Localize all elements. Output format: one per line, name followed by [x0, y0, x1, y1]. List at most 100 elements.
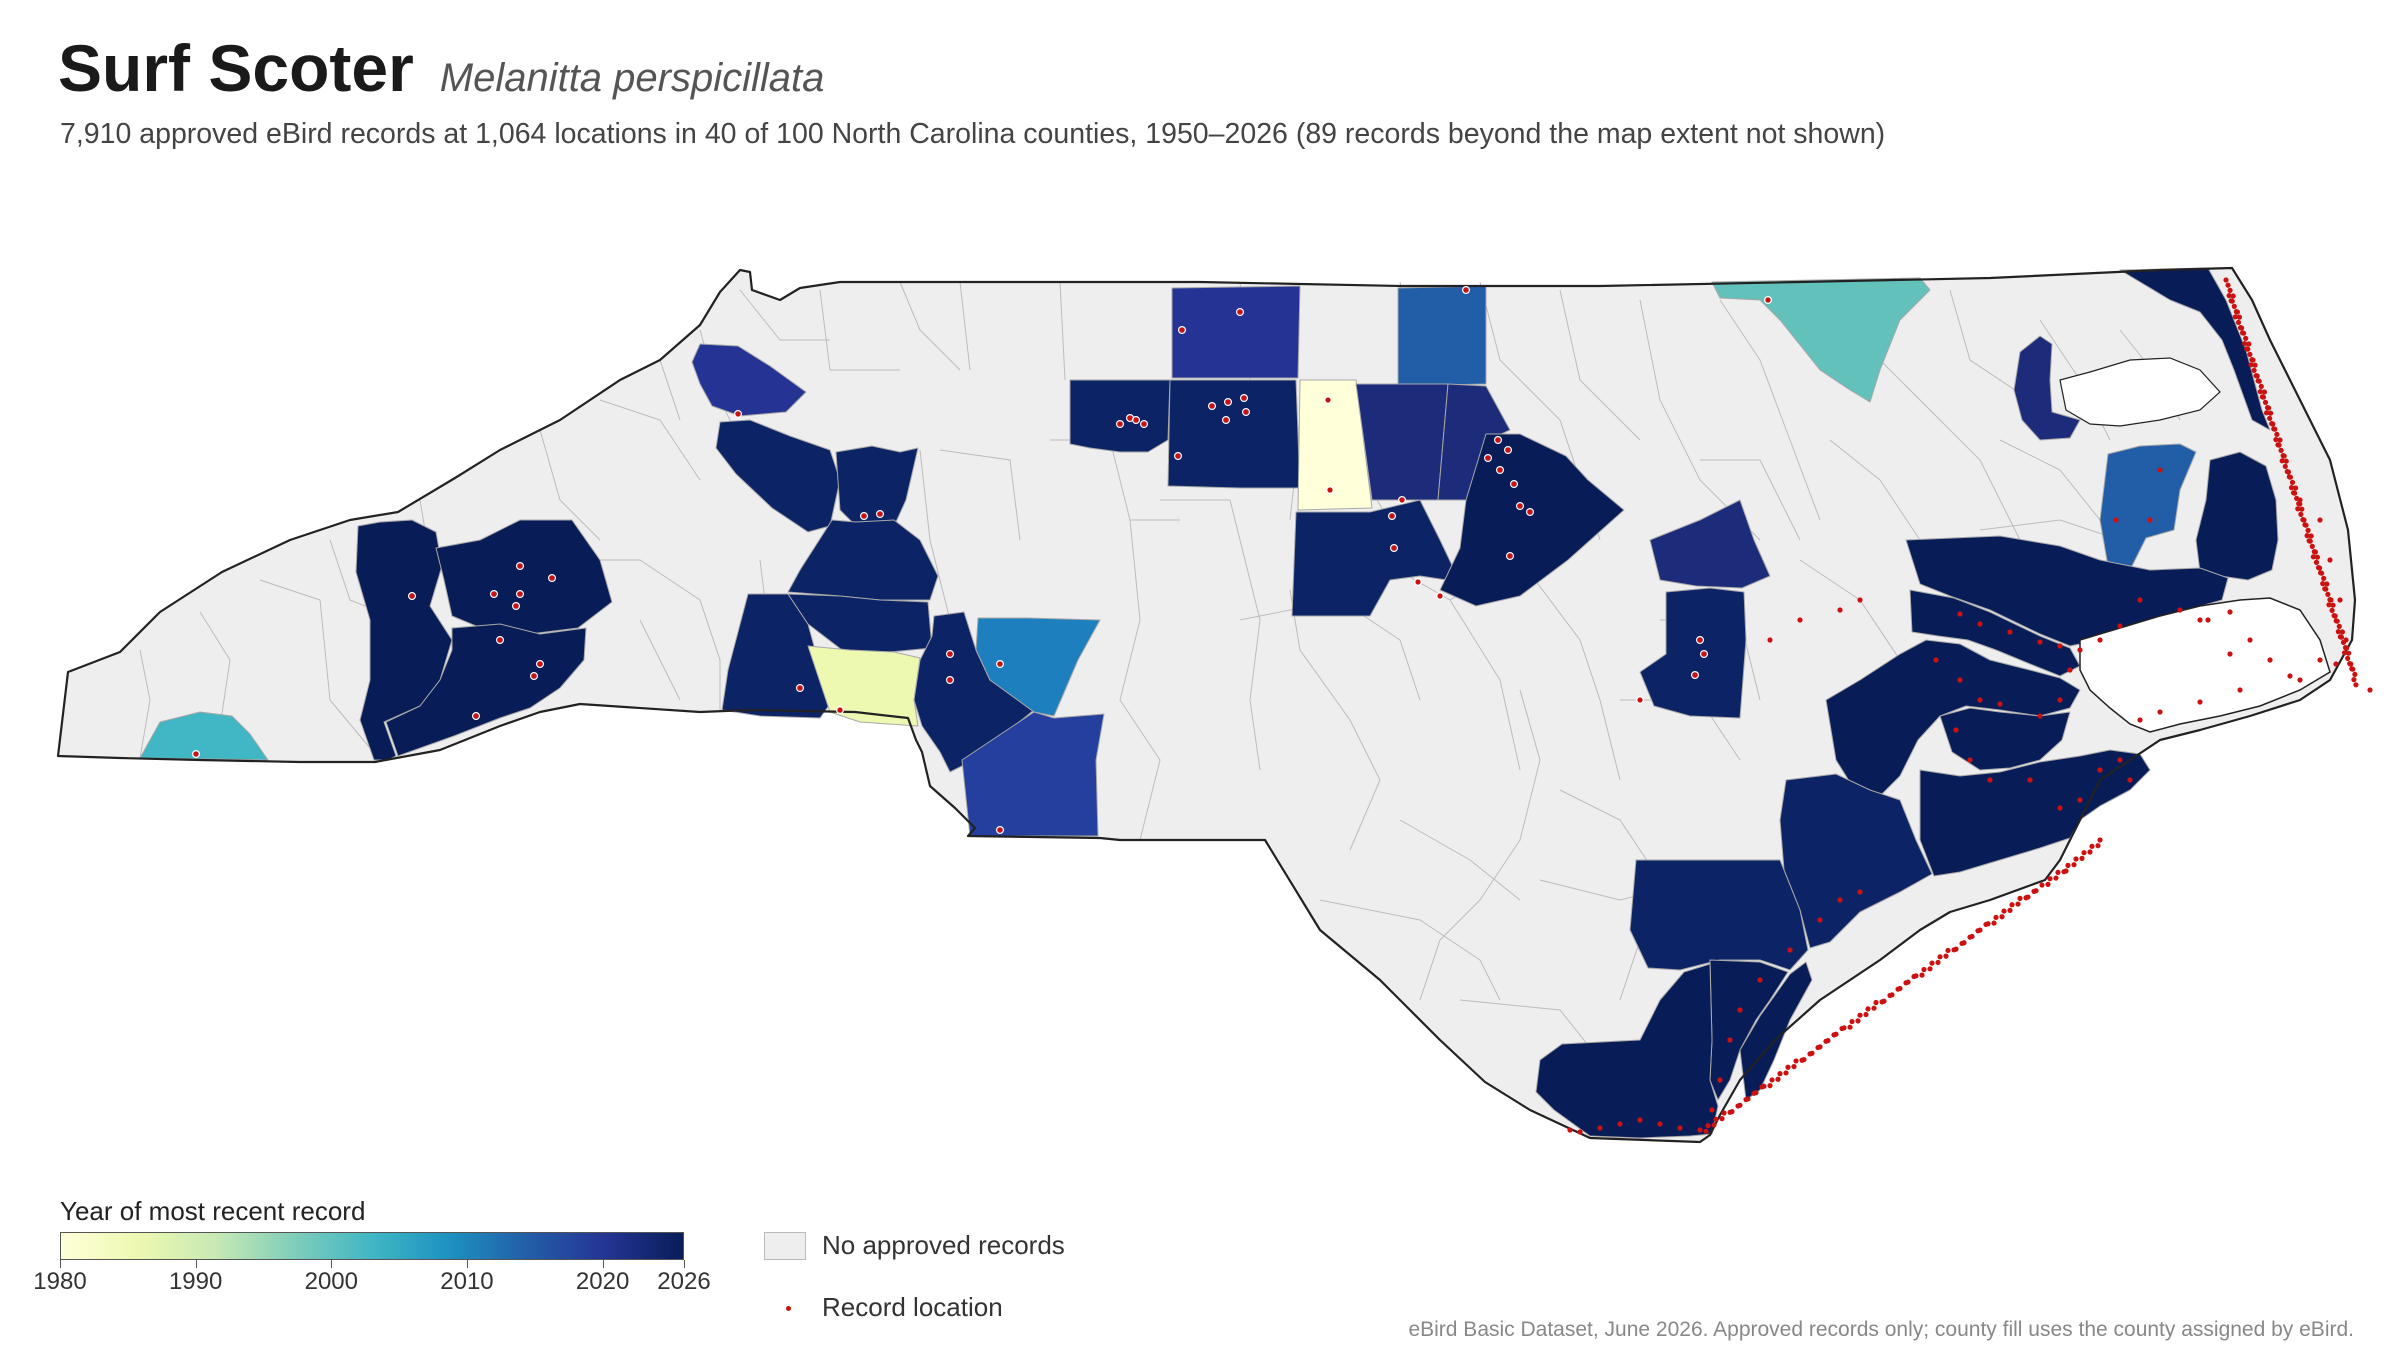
- record-location-dot: [2314, 554, 2321, 560]
- record-location-halo: [875, 510, 884, 519]
- record-location-halo: [1173, 452, 1182, 461]
- record-location-halo: [472, 711, 481, 720]
- record-location-dot: [877, 511, 883, 517]
- record-location-dot: [2231, 303, 2237, 309]
- record-location-dot: [2235, 319, 2242, 325]
- record-location-dot: [1957, 611, 1963, 617]
- record-location-dot: [2232, 314, 2238, 320]
- record-location-dot: [2017, 895, 2023, 902]
- record-location-dot: [2087, 849, 2093, 855]
- record-location-dot: [1967, 934, 1973, 940]
- record-location-dot: [2301, 517, 2307, 523]
- legend-tick-mark: [602, 1260, 604, 1268]
- county-northwest-mountains: [691, 343, 807, 417]
- record-location-dot: [1243, 409, 1249, 415]
- record-location-halo: [1461, 286, 1470, 295]
- county-dare-mainland: [2195, 451, 2279, 581]
- record-location-dot: [2237, 687, 2243, 693]
- record-location-halo: [1325, 486, 1334, 495]
- county-foothills-c: [787, 519, 939, 601]
- source-note: eBird Basic Dataset, June 2026. Approved…: [1408, 1318, 2354, 1341]
- record-location-dot: [2305, 527, 2311, 534]
- record-location-dot: [1505, 447, 1511, 453]
- record-location-dot: [1415, 579, 1421, 585]
- record-location-dot: [2326, 602, 2332, 608]
- record-location-halo: [1139, 420, 1148, 429]
- record-location-dot: [2053, 875, 2059, 881]
- record-location-dot: [2157, 467, 2163, 473]
- record-location-dot: [1871, 1005, 1877, 1011]
- record-location-dot: [1765, 297, 1771, 303]
- record-location-dot: [1577, 1129, 1583, 1135]
- record-location-dot: [2247, 637, 2253, 643]
- record-location-dot: [1797, 617, 1803, 623]
- record-location-dot: [2309, 543, 2315, 550]
- county-pamlico-south: [1909, 589, 2081, 677]
- record-location-dot: [2263, 410, 2270, 416]
- record-location-dot: [1127, 415, 1133, 421]
- record-location-dot: [797, 685, 803, 691]
- map-title: Surf Scoter: [58, 31, 414, 105]
- record-location-dot: [549, 575, 555, 581]
- county-western-mountains-c: [385, 623, 587, 757]
- record-location-halo: [733, 410, 742, 419]
- record-location-dot: [2312, 549, 2318, 555]
- record-location-halo: [1509, 480, 1518, 489]
- record-location-dot: [1225, 399, 1231, 405]
- record-location-dot: [1717, 1077, 1723, 1083]
- record-location-dot: [947, 677, 953, 683]
- record-location-dot: [1507, 553, 1513, 559]
- record-location-dot: [2057, 805, 2063, 811]
- record-location-dot: [1721, 1110, 1727, 1116]
- county-research-triangle-b: [1439, 433, 1625, 607]
- record-location-dot: [2288, 485, 2295, 491]
- record-location-halo: [1235, 308, 1244, 317]
- record-location-dot: [1873, 999, 1879, 1006]
- record-location-dot: [2333, 661, 2339, 667]
- record-location-dot: [1767, 1083, 1773, 1089]
- record-location-dot: [2267, 657, 2273, 663]
- record-location-dot: [1837, 607, 1843, 613]
- record-location-dot: [2089, 843, 2095, 849]
- record-location-dot: [1887, 992, 1893, 999]
- record-location-dot: [1857, 597, 1863, 603]
- record-location-halo: [529, 671, 538, 680]
- record-location-dot: [2325, 591, 2331, 598]
- record-location-dot: [2057, 697, 2063, 703]
- record-location-dot: [2262, 399, 2269, 405]
- record-location-dot: [1943, 953, 1949, 959]
- record-location-dot: [2336, 623, 2342, 630]
- legend-title: Year of most recent record: [60, 1196, 366, 1226]
- record-location-dot: [497, 637, 503, 643]
- map-subtitle: 7,910 approved eBird records at 1,064 lo…: [60, 118, 1886, 150]
- record-location-halo: [1239, 394, 1248, 403]
- legend-tick-mark: [684, 1260, 685, 1268]
- county-western-mountains-b: [435, 519, 613, 635]
- legend-tick-label: 1980: [33, 1268, 87, 1295]
- record-location-dot: [2127, 777, 2133, 783]
- record-location-dot: [1775, 1076, 1781, 1082]
- record-location-dot: [513, 603, 519, 609]
- record-location-dot: [1967, 757, 1973, 763]
- record-location-dot: [1705, 1123, 1711, 1129]
- county-north-piedmont-a: [1069, 379, 1171, 453]
- record-location-dot: [2039, 882, 2045, 888]
- record-location-dot: [2317, 565, 2323, 571]
- record-location-dot: [2007, 907, 2013, 914]
- record-location-halo: [1690, 670, 1699, 679]
- record-location-dot: [1657, 1121, 1663, 1127]
- record-location-dot: [1959, 940, 1965, 947]
- record-location-dot: [1209, 403, 1215, 409]
- record-location-dot: [491, 591, 497, 597]
- record-location-dot: [1697, 637, 1703, 643]
- record-location-dot: [1495, 437, 1501, 443]
- record-location-dot: [1463, 287, 1469, 293]
- record-location-dot: [2337, 597, 2343, 603]
- record-location-dot: [1241, 395, 1247, 401]
- record-location-dot: [1727, 1037, 1733, 1043]
- record-location-dot: [1709, 1107, 1715, 1113]
- record-location-dot: [2308, 533, 2314, 539]
- record-location-dot: [1855, 1018, 1861, 1024]
- record-location-dot: [2367, 687, 2373, 693]
- record-location-halo: [1177, 326, 1186, 335]
